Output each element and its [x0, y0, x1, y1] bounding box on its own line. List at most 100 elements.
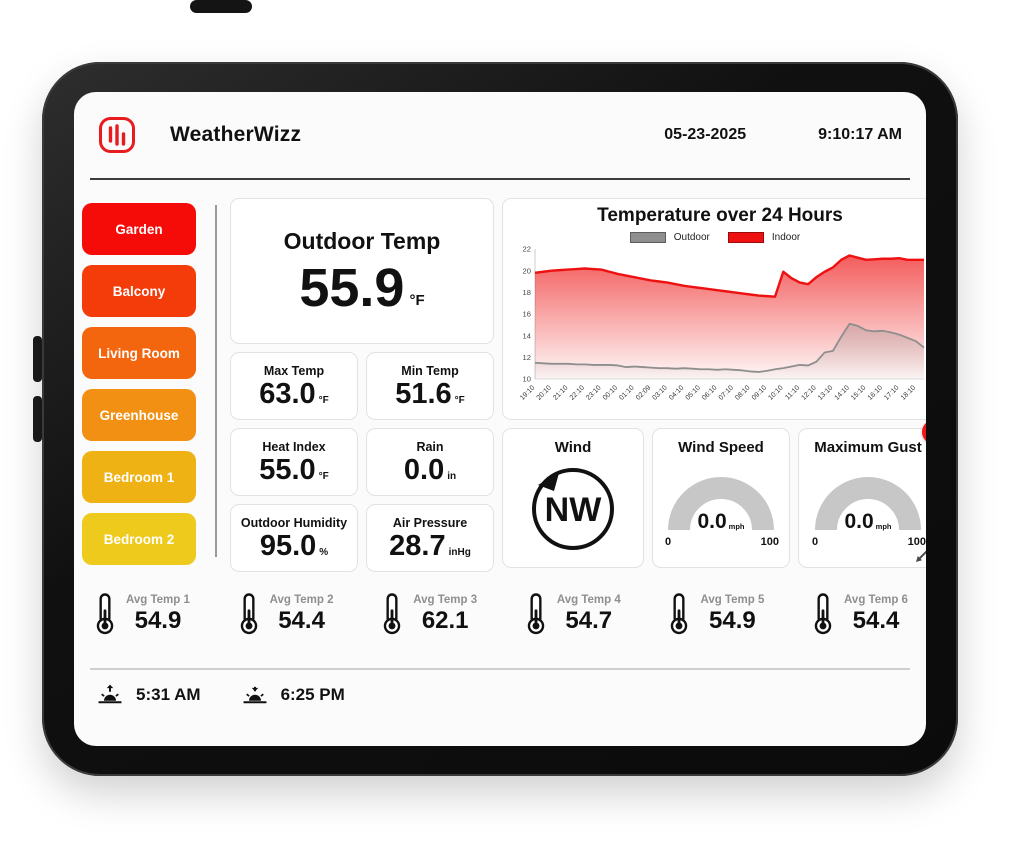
outdoor-humidity-card: Outdoor Humidity 95.0% [230, 504, 358, 572]
avg-temp-value: 54.9 [709, 606, 756, 634]
svg-text:20:10: 20:10 [536, 384, 553, 401]
svg-text:09:10: 09:10 [751, 384, 768, 401]
svg-text:16: 16 [523, 310, 531, 319]
stat-value: 28.7 [389, 529, 446, 562]
tablet-power-button [190, 0, 252, 13]
legend-label-outdoor: Outdoor [673, 231, 710, 243]
room-button-balcony[interactable]: Balcony [82, 265, 196, 317]
thermometer-icon [96, 593, 114, 635]
stat-unit: °F [318, 470, 329, 482]
svg-text:16:10: 16:10 [867, 384, 884, 401]
room-sidebar: Garden Balcony Living Room Greenhouse Be… [82, 203, 196, 575]
legend-label-indoor: Indoor [771, 231, 801, 243]
svg-text:22:10: 22:10 [569, 384, 586, 401]
room-button-greenhouse[interactable]: Greenhouse [82, 389, 196, 441]
maximum-gust-card: ✕ Maximum Gust 0.0 mph 0 100 [798, 420, 926, 568]
outdoor-temp-unit: °F [409, 291, 425, 309]
stat-unit: % [319, 546, 329, 558]
stat-value: 63.0 [259, 377, 316, 410]
chart-legend: Outdoor Indoor [515, 228, 925, 246]
room-button-bedroom-2[interactable]: Bedroom 2 [82, 513, 196, 565]
temperature-chart-card: Temperature over 24 Hours Outdoor Indoor… [502, 198, 926, 420]
avg-temp-item-2: Avg Temp 2 54.4 [236, 592, 334, 636]
resize-handle-icon[interactable] [914, 544, 926, 564]
svg-text:04:10: 04:10 [668, 384, 685, 401]
thermometer-icon [383, 593, 401, 635]
svg-text:11:10: 11:10 [784, 384, 801, 401]
svg-text:05:10: 05:10 [685, 384, 702, 401]
stat-label: Min Temp [401, 363, 459, 378]
svg-text:12:10: 12:10 [800, 384, 817, 401]
room-button-living-room[interactable]: Living Room [82, 327, 196, 379]
avg-temp-item-3: Avg Temp 3 62.1 [379, 592, 477, 636]
wind-speed-title: Wind Speed [678, 439, 764, 456]
compass-arrow-nw [538, 473, 559, 491]
app-title: WeatherWizz [170, 123, 302, 146]
avg-temp-label: Avg Temp 2 [269, 593, 334, 606]
chart-title: Temperature over 24 Hours [597, 205, 843, 226]
avg-temp-value: 54.4 [278, 606, 325, 634]
svg-text:21:10: 21:10 [552, 384, 569, 401]
min-temp-card: Min Temp 51.6 °F [366, 352, 494, 420]
stat-value: 51.6 [395, 377, 452, 410]
avg-temp-label: Avg Temp 1 [126, 593, 190, 606]
stat-label: Max Temp [263, 363, 325, 378]
thermometer-icon [814, 593, 832, 635]
svg-text:06:10: 06:10 [701, 384, 718, 401]
sun-times-row: 5:31 AM 6:25 PM [98, 684, 345, 705]
avg-temp-item-1: Avg Temp 1 54.9 [92, 592, 190, 636]
svg-text:20: 20 [523, 266, 531, 275]
svg-text:02:09: 02:09 [635, 384, 652, 401]
close-icon[interactable]: ✕ [922, 420, 926, 444]
svg-text:18:10: 18:10 [900, 384, 917, 401]
app-logo-icon [98, 116, 136, 154]
maximum-gust-min: 0 [812, 536, 819, 548]
svg-text:17:10: 17:10 [883, 384, 900, 401]
sunset-icon [243, 686, 267, 704]
stat-label: Air Pressure [392, 515, 468, 530]
wind-speed-card: Wind Speed 0.0 mph 0 100 [652, 428, 790, 568]
stats-grid: Max Temp 63.0 °F Min Temp 51.6 °F Heat Ind… [230, 352, 494, 572]
stat-unit: inHg [448, 546, 471, 558]
svg-text:23:10: 23:10 [585, 384, 602, 401]
room-button-bedroom-1[interactable]: Bedroom 1 [82, 451, 196, 503]
wind-compass-icon: NW [532, 468, 614, 550]
stat-value: 55.0 [259, 453, 316, 486]
svg-text:00:10: 00:10 [602, 384, 619, 401]
room-button-garden[interactable]: Garden [82, 203, 196, 255]
outdoor-temp-value: 55.9 [299, 257, 405, 318]
tablet-volume-up-button [33, 336, 42, 382]
avg-temp-item-6: Avg Temp 6 54.4 [810, 592, 908, 636]
maximum-gust-unit: mph [875, 522, 892, 531]
bottom-divider [90, 668, 910, 670]
stat-value: 0.0 [403, 453, 445, 486]
wind-speed-value: 0.0 [697, 510, 727, 533]
stat-label: Rain [416, 439, 444, 454]
wind-speed-max: 100 [760, 536, 779, 548]
maximum-gust-title: Maximum Gust [814, 439, 922, 456]
avg-temp-label: Avg Temp 5 [700, 593, 765, 606]
svg-text:22: 22 [523, 246, 531, 254]
stat-value: 95.0 [259, 529, 317, 562]
header-date: 05-23-2025 [664, 126, 747, 143]
avg-temp-value: 54.9 [134, 606, 182, 634]
wind-speed-min: 0 [665, 536, 672, 548]
legend-swatch-outdoor [629, 231, 666, 243]
stat-label: Outdoor Humidity [240, 515, 348, 530]
avg-temp-value: 62.1 [421, 606, 469, 634]
wind-speed-unit: mph [728, 522, 745, 531]
air-pressure-card: Air Pressure 28.7 inHg [366, 504, 494, 572]
avg-temp-label: Avg Temp 3 [413, 593, 478, 606]
stat-unit: °F [454, 394, 465, 406]
heat-index-card: Heat Index 55.0 °F [230, 428, 358, 496]
avg-temp-label: Avg Temp 4 [556, 593, 621, 606]
avg-temp-value: 54.4 [852, 606, 900, 634]
sunset-time: 6:25 PM [280, 684, 345, 704]
header-clock: 9:10:17 AM [818, 126, 902, 143]
maximum-gust-value: 0.0 [844, 510, 874, 533]
svg-text:19:10: 19:10 [519, 384, 536, 401]
svg-text:03:10: 03:10 [651, 384, 668, 401]
maximum-gust-max: 100 [907, 536, 926, 548]
stat-unit: in [447, 470, 457, 482]
